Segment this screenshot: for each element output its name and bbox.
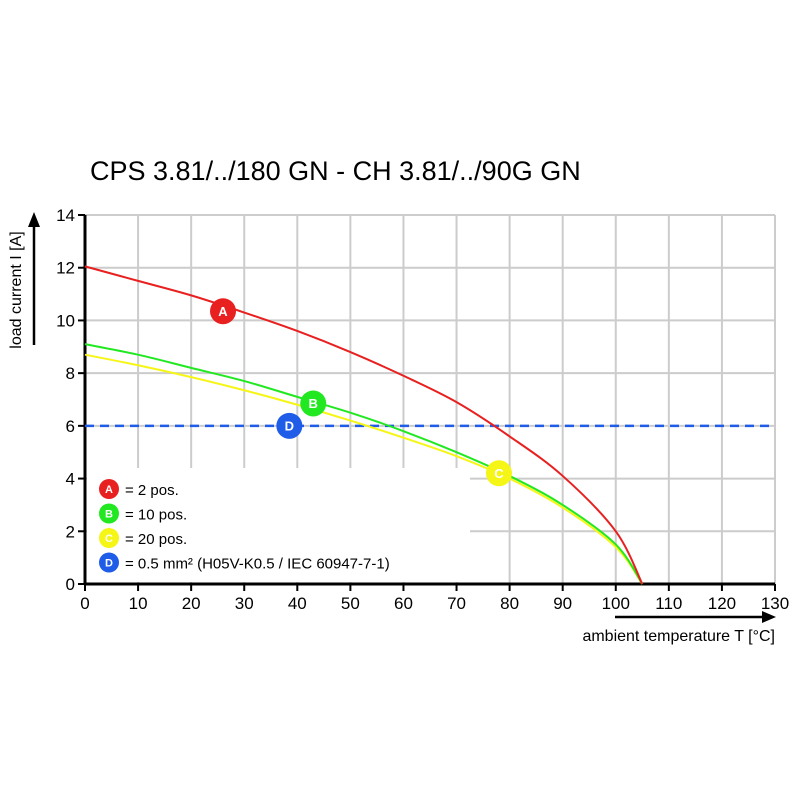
series-A-marker: [210, 298, 236, 325]
series-line-A: [84, 265, 644, 585]
y-axis-arrowhead: [28, 212, 40, 227]
series-A-marker-label: A: [218, 304, 228, 319]
x-tick-label: 80: [500, 594, 519, 613]
x-tick-label: 70: [447, 594, 466, 613]
reference-D-marker: [276, 412, 303, 439]
x-tick-label: 20: [182, 594, 201, 613]
series-C-marker-label: C: [494, 466, 504, 481]
y-tick-label: 2: [66, 522, 75, 541]
x-tick-label: 120: [708, 594, 736, 613]
x-tick-label: 90: [553, 594, 572, 613]
legend-label-D: = 0.5 mm² (H05V-K0.5 / IEC 60947-7-1): [125, 556, 390, 573]
legend-A-marker: [99, 479, 119, 499]
y-tick-label: 8: [66, 364, 75, 383]
legend-label-B: = 10 pos.: [125, 507, 187, 524]
chart-title: CPS 3.81/../180 GN - CH 3.81/../90G GN: [90, 156, 581, 186]
legend-C-marker: [99, 528, 119, 548]
legend-D-marker: [99, 552, 119, 573]
x-axis-label: ambient temperature T [°C]: [582, 628, 775, 645]
y-tick-label: 12: [56, 259, 75, 278]
legend-B-marker: [99, 503, 119, 524]
x-tick-label: 130: [761, 594, 789, 613]
y-tick-label: 4: [66, 470, 75, 489]
reference-D-marker-label: D: [285, 419, 294, 434]
legend-label-C: = 20 pos.: [125, 531, 187, 548]
x-axis-arrowhead: [762, 611, 776, 623]
x-tick-label: 40: [288, 594, 307, 613]
legend-D-marker-label: D: [105, 557, 113, 569]
y-tick-label: 0: [66, 575, 75, 594]
legend-C-marker-label: C: [105, 533, 113, 545]
series-line-C: [84, 353, 644, 585]
x-tick-label: 30: [235, 594, 254, 613]
y-tick-label: 14: [56, 206, 75, 225]
y-axis-label: load current I [A]: [8, 231, 25, 348]
series-line-B: [84, 343, 644, 585]
x-tick-label: 60: [394, 594, 413, 613]
legend-background: [87, 468, 470, 582]
y-tick-label: 6: [66, 417, 75, 436]
legend-label-A: = 2 pos.: [125, 482, 179, 499]
series-B-marker: [300, 390, 327, 417]
series-C-marker: [486, 460, 512, 487]
series-B-marker-label: B: [309, 396, 318, 411]
x-tick-label: 100: [602, 594, 630, 613]
x-tick-label: 10: [129, 594, 148, 613]
x-tick-label: 50: [341, 594, 360, 613]
legend-A-marker-label: A: [105, 484, 113, 496]
legend-B-marker-label: B: [105, 508, 113, 520]
y-tick-label: 10: [56, 311, 75, 330]
x-tick-label: 110: [655, 594, 682, 613]
x-tick-label: 0: [80, 594, 89, 613]
